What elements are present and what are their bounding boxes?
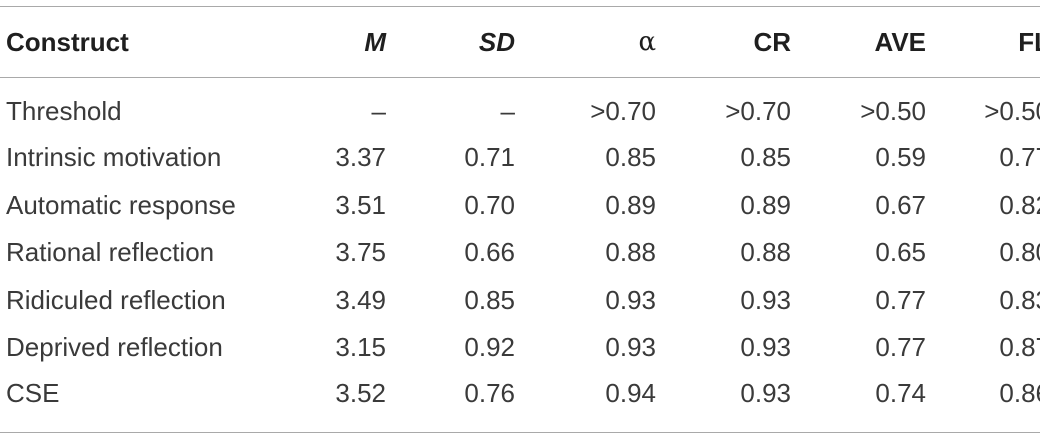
cell-mean: – bbox=[371, 95, 386, 126]
cell-construct: Automatic response bbox=[6, 189, 236, 220]
cell-alpha: 0.93 bbox=[605, 332, 656, 363]
header-construct: Construct bbox=[6, 26, 129, 57]
table-row-ridiculed-reflection: Ridiculed reflection 3.49 0.85 0.93 0.93… bbox=[0, 277, 1040, 325]
cell-ave: 0.74 bbox=[875, 378, 926, 408]
cell-alpha: 0.93 bbox=[605, 284, 656, 315]
cell-fl: 0.80 bbox=[999, 237, 1040, 268]
cell-alpha: 0.85 bbox=[605, 142, 656, 173]
table-row-intrinsic-motivation: Intrinsic motivation 3.37 0.71 0.85 0.85… bbox=[0, 134, 1040, 182]
cell-alpha: >0.70 bbox=[590, 95, 656, 126]
cell-ave: 0.59 bbox=[875, 142, 926, 173]
cell-sd: 0.76 bbox=[464, 378, 515, 408]
table-row-deprived-reflection: Deprived reflection 3.15 0.92 0.93 0.93 … bbox=[0, 324, 1040, 372]
header-alpha: α bbox=[638, 27, 656, 57]
cell-construct: Ridiculed reflection bbox=[6, 284, 226, 315]
cell-fl: 0.77 bbox=[999, 142, 1040, 173]
cell-cr: 0.88 bbox=[740, 237, 791, 268]
cell-alpha: 0.89 bbox=[605, 189, 656, 220]
cell-ave: 0.77 bbox=[875, 332, 926, 363]
cell-mean: 3.49 bbox=[335, 284, 386, 315]
cell-construct: Rational reflection bbox=[6, 237, 215, 268]
cell-sd: 0.71 bbox=[464, 142, 515, 173]
cell-construct: Threshold bbox=[6, 95, 122, 126]
cell-mean: 3.75 bbox=[335, 237, 386, 268]
cell-fl: 0.82 bbox=[999, 189, 1040, 220]
cell-alpha: 0.94 bbox=[605, 378, 656, 408]
cell-ave: 0.67 bbox=[875, 189, 926, 220]
table-row-rational-reflection: Rational reflection 3.75 0.66 0.88 0.88 … bbox=[0, 229, 1040, 277]
table-body: Threshold – – >0.70 >0.70 >0.50 >0.50 In… bbox=[0, 78, 1040, 432]
cell-construct: Intrinsic motivation bbox=[6, 142, 222, 173]
cell-sd: 0.92 bbox=[464, 332, 515, 363]
header-sd: SD bbox=[478, 26, 515, 57]
cell-sd: – bbox=[500, 95, 515, 126]
cell-mean: 3.37 bbox=[335, 142, 386, 173]
cell-sd: 0.70 bbox=[464, 189, 515, 220]
header-mean: M bbox=[364, 26, 386, 57]
cell-ave: 0.65 bbox=[875, 237, 926, 268]
cell-ave: >0.50 bbox=[860, 95, 926, 126]
construct-statistics-table: Construct M SD α CR AVE FL Threshold – –… bbox=[0, 6, 1040, 433]
table-row-cse: CSE 3.52 0.76 0.94 0.93 0.74 0.86 bbox=[0, 372, 1040, 432]
cell-alpha: 0.88 bbox=[605, 237, 656, 268]
cell-cr: 0.85 bbox=[740, 142, 791, 173]
cell-sd: 0.66 bbox=[464, 237, 515, 268]
table-row-automatic-response: Automatic response 3.51 0.70 0.89 0.89 0… bbox=[0, 182, 1040, 230]
cell-cr: 0.93 bbox=[740, 332, 791, 363]
cell-mean: 3.51 bbox=[335, 189, 386, 220]
cell-construct: Deprived reflection bbox=[6, 332, 223, 363]
header-fl: FL bbox=[1018, 26, 1040, 57]
cell-fl: 0.86 bbox=[999, 378, 1040, 408]
cell-mean: 3.15 bbox=[335, 332, 386, 363]
header-cr: CR bbox=[753, 26, 791, 57]
table-header: Construct M SD α CR AVE FL bbox=[0, 6, 1040, 78]
header-row: Construct M SD α CR AVE FL bbox=[0, 6, 1040, 78]
cell-cr: 0.93 bbox=[740, 284, 791, 315]
header-ave: AVE bbox=[874, 26, 926, 57]
cell-fl: 0.83 bbox=[999, 284, 1040, 315]
cell-mean: 3.52 bbox=[335, 378, 386, 408]
cell-cr: 0.93 bbox=[740, 378, 791, 408]
cell-ave: 0.77 bbox=[875, 284, 926, 315]
cell-cr: 0.89 bbox=[740, 189, 791, 220]
cell-fl: 0.87 bbox=[999, 332, 1040, 363]
cell-cr: >0.70 bbox=[725, 95, 791, 126]
cell-construct: CSE bbox=[6, 378, 60, 408]
cell-fl: >0.50 bbox=[984, 95, 1040, 126]
cell-sd: 0.85 bbox=[464, 284, 515, 315]
table-row-threshold: Threshold – – >0.70 >0.70 >0.50 >0.50 bbox=[0, 78, 1040, 135]
